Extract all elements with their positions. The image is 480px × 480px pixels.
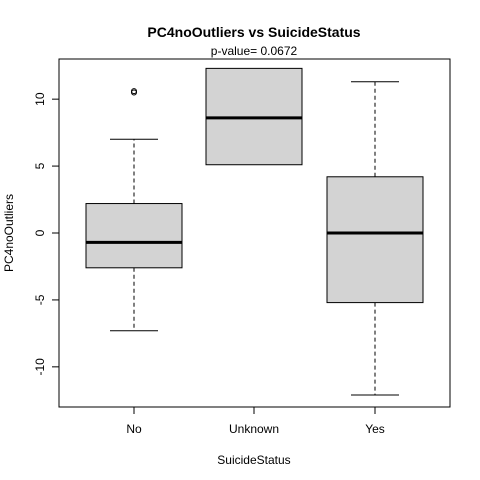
box-series [85, 67, 424, 396]
chart-title: PC4noOutliers vs SuicideStatus [147, 24, 360, 40]
box-iqr [85, 203, 183, 269]
x-axis: No Unknown Yes [126, 406, 385, 436]
y-tick-label: 5 [33, 162, 47, 169]
y-tick-label: 0 [33, 229, 47, 236]
outlier-point [131, 88, 137, 95]
box-no [85, 88, 183, 332]
y-tick-label: -10 [33, 358, 47, 376]
y-tick-label: 10 [33, 92, 47, 106]
x-tick-label: No [126, 422, 142, 436]
x-tick-label: Unknown [229, 422, 279, 436]
x-axis-label: SuicideStatus [217, 453, 290, 467]
chart-subtitle: p-value= 0.0672 [211, 44, 298, 58]
y-tick-label: -5 [33, 294, 47, 305]
x-tick-label: Yes [365, 422, 385, 436]
box-unknown [205, 67, 303, 166]
y-axis: -10 -5 0 5 10 [33, 92, 60, 376]
box-iqr [326, 176, 424, 304]
box-yes [326, 81, 424, 396]
y-axis-label: PC4noOutliers [2, 194, 16, 272]
